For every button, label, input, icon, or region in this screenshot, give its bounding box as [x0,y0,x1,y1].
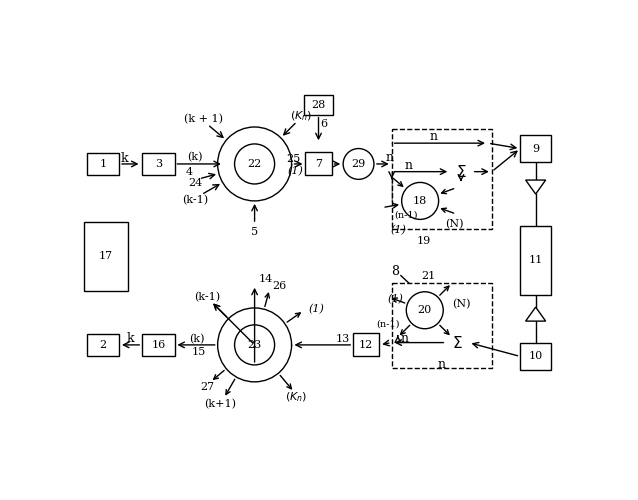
Text: $(K_n)$: $(K_n)$ [285,390,308,404]
Circle shape [218,308,292,382]
Text: (k): (k) [189,334,205,344]
Text: 6: 6 [320,119,327,129]
Text: 2: 2 [100,340,107,350]
Text: 10: 10 [528,352,543,362]
Text: 12: 12 [359,340,373,350]
Text: 26: 26 [272,281,287,291]
Text: 13: 13 [336,334,350,344]
Text: k: k [121,152,128,165]
Text: 3: 3 [155,159,162,169]
Text: 8: 8 [392,265,399,278]
Bar [353,334,380,356]
Text: (N): (N) [452,299,470,309]
Text: 1: 1 [100,159,107,169]
Text: (k): (k) [188,152,203,162]
Bar [304,94,333,114]
Text: 4: 4 [186,166,193,176]
Circle shape [402,182,439,220]
Circle shape [406,292,443,329]
Text: 19: 19 [417,236,431,246]
Text: n: n [385,152,394,164]
Text: 18: 18 [413,196,427,206]
Text: (n-1): (n-1) [394,210,417,220]
Text: 20: 20 [418,305,432,316]
Text: 17: 17 [99,252,113,262]
Text: 25: 25 [286,154,300,164]
Circle shape [235,144,274,184]
Text: $\Sigma$: $\Sigma$ [452,334,463,350]
Text: 27: 27 [200,382,214,392]
Text: 5: 5 [251,226,258,236]
Text: 11: 11 [528,255,543,265]
Text: n: n [401,332,409,345]
Text: (1): (1) [390,225,406,235]
Text: 14: 14 [258,274,272,284]
Text: (k-1): (k-1) [182,195,208,205]
Bar [306,152,332,176]
Bar [142,334,175,355]
Text: n: n [438,358,446,370]
Text: 16: 16 [151,340,165,350]
Text: (1): (1) [308,304,324,314]
Text: 21: 21 [422,270,436,280]
Text: (k-1): (k-1) [194,292,220,302]
Polygon shape [526,307,545,321]
Text: 9: 9 [532,144,539,154]
Text: 28: 28 [311,100,325,110]
Text: 22: 22 [248,159,262,169]
Bar [520,226,551,295]
Circle shape [235,325,274,365]
Text: 15: 15 [191,347,205,357]
Circle shape [343,148,374,180]
Bar [84,222,128,291]
Text: n: n [404,159,413,172]
Text: 7: 7 [315,159,322,169]
Text: 29: 29 [352,159,366,169]
Text: (k+1): (k+1) [204,398,236,409]
Text: (n-1): (n-1) [376,320,400,328]
Bar [392,130,492,230]
Bar [520,134,551,162]
Bar [392,284,492,368]
Text: $(K_n)$: $(K_n)$ [290,110,312,123]
Text: k: k [127,332,135,345]
Text: (k + 1): (k + 1) [184,114,223,124]
Text: (1): (1) [288,166,303,176]
Text: $\Sigma$: $\Sigma$ [456,164,466,180]
Text: (1): (1) [387,294,403,304]
Circle shape [218,127,292,201]
Bar [142,153,175,174]
Bar [87,334,119,355]
Text: n: n [430,130,438,143]
Bar [87,153,119,174]
Text: 24: 24 [189,178,203,188]
Text: (N): (N) [445,219,463,229]
Bar [520,342,551,370]
Text: 23: 23 [248,340,262,350]
Polygon shape [526,180,545,194]
